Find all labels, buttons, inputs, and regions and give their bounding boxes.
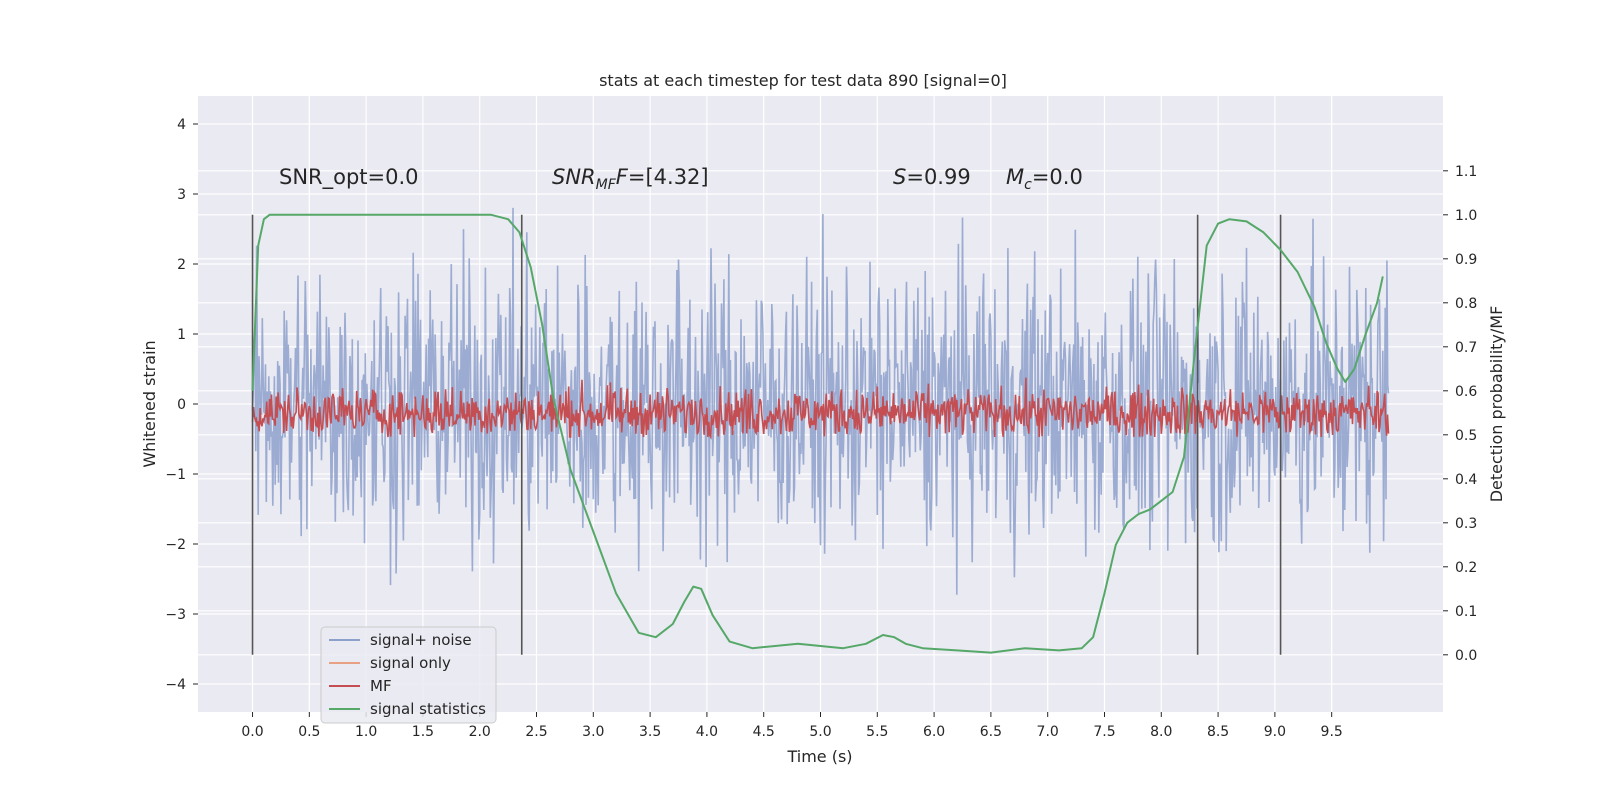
y2-tick-label: 0.7 <box>1455 340 1477 356</box>
y-tick-label: 1 <box>177 327 186 343</box>
signal-noise-line <box>251 207 1390 595</box>
x-tick-label: 5.5 <box>866 724 888 740</box>
legend-label-signal-only: signal only <box>370 654 451 672</box>
legend-label-signal-statistics: signal statistics <box>370 700 486 718</box>
y2-tick-label: 0.9 <box>1455 252 1477 268</box>
mf-series <box>251 377 1390 440</box>
x-axis-ticks: 0.0 0.5 1.0 1.5 2.0 2.5 3.0 3.5 4.0 4.5 5.0 5.5 6.0 6… <box>241 712 1343 740</box>
y-tick-label: 0 <box>177 397 186 413</box>
y2-axis-label: Detection probability/MF <box>1487 306 1506 503</box>
y2-tick-label: 0.5 <box>1455 428 1477 444</box>
y-axis-ticks: 4 3 2 1 0 −1 −2 −3 −4 <box>165 117 198 693</box>
legend-box <box>320 626 497 724</box>
y2-tick-label: 0.0 <box>1455 648 1477 664</box>
x-tick-label: 0.0 <box>241 724 263 740</box>
x-axis-label: Time (s) <box>786 747 852 766</box>
x-tick-label: 0.5 <box>298 724 320 740</box>
y-tick-label: 2 <box>177 257 186 273</box>
legend-label-signal-noise: signal+ noise <box>370 631 472 649</box>
annotation-mc: Mc=0.0 <box>1006 165 1083 193</box>
y-tick-label: −3 <box>165 607 186 623</box>
annotation-snr-mf-value: =[4.32] <box>628 165 709 189</box>
vertical-markers <box>251 214 1282 655</box>
annotation-snr-mf-prefix: SNR <box>552 165 596 189</box>
x-tick-label: 8.5 <box>1207 724 1229 740</box>
x-tick-label: 7.0 <box>1037 724 1059 740</box>
annotation-s: S=0.99 <box>893 165 971 189</box>
y-tick-label: −2 <box>165 537 186 553</box>
legend: signal+ noise signal only MF signal stat… <box>320 626 497 724</box>
x-tick-label: 9.0 <box>1264 724 1286 740</box>
y2-tick-label: 0.2 <box>1455 560 1477 576</box>
annotation-snr-mf: SNRMFF=[4.32] <box>552 165 709 193</box>
y-tick-label: −4 <box>165 677 186 693</box>
y2-tick-label: 0.1 <box>1455 604 1477 620</box>
x-tick-label: 6.5 <box>980 724 1002 740</box>
x-tick-label: 7.5 <box>1093 724 1115 740</box>
x-tick-label: 1.0 <box>355 724 377 740</box>
x-tick-label: 4.5 <box>753 724 775 740</box>
x-tick-label: 6.0 <box>923 724 945 740</box>
legend-label-mf: MF <box>370 677 392 695</box>
y2-axis-ticks: 1.1 1.0 0.9 0.8 0.7 0.6 0.5 0.4 0.3 0.2 0.1 0.0 <box>1443 164 1477 664</box>
x-tick-label: 8.0 <box>1150 724 1172 740</box>
x-tick-label: 2.5 <box>525 724 547 740</box>
x-tick-label: 2.0 <box>469 724 491 740</box>
y2-tick-label: 1.0 <box>1455 208 1477 224</box>
y-tick-label: 3 <box>177 187 186 203</box>
y2-tick-label: 0.8 <box>1455 296 1477 312</box>
y2-tick-label: 0.6 <box>1455 384 1477 400</box>
y-tick-label: −1 <box>165 467 186 483</box>
annotation-snr-mf-sub: MF <box>596 177 617 193</box>
y2-tick-label: 0.4 <box>1455 472 1477 488</box>
x-tick-label: 3.0 <box>582 724 604 740</box>
y-axis-label: Whitened strain <box>140 340 159 467</box>
mf-line <box>251 377 1390 440</box>
chart-title: stats at each timestep for test data 890… <box>599 71 1007 90</box>
x-tick-label: 3.5 <box>639 724 661 740</box>
signal-statistics-line <box>251 213 1384 654</box>
y-tick-label: 4 <box>177 117 186 133</box>
signal-noise-series <box>251 207 1390 595</box>
y2-tick-label: 0.3 <box>1455 516 1477 532</box>
x-tick-label: 1.5 <box>412 724 434 740</box>
x-tick-label: 5.0 <box>809 724 831 740</box>
y2-tick-label: 1.1 <box>1455 164 1477 180</box>
x-tick-label: 9.5 <box>1321 724 1343 740</box>
x-tick-label: 4.0 <box>696 724 718 740</box>
annotation-snr-opt: SNR_opt=0.0 <box>279 165 419 190</box>
signal-statistics-series <box>251 213 1384 654</box>
